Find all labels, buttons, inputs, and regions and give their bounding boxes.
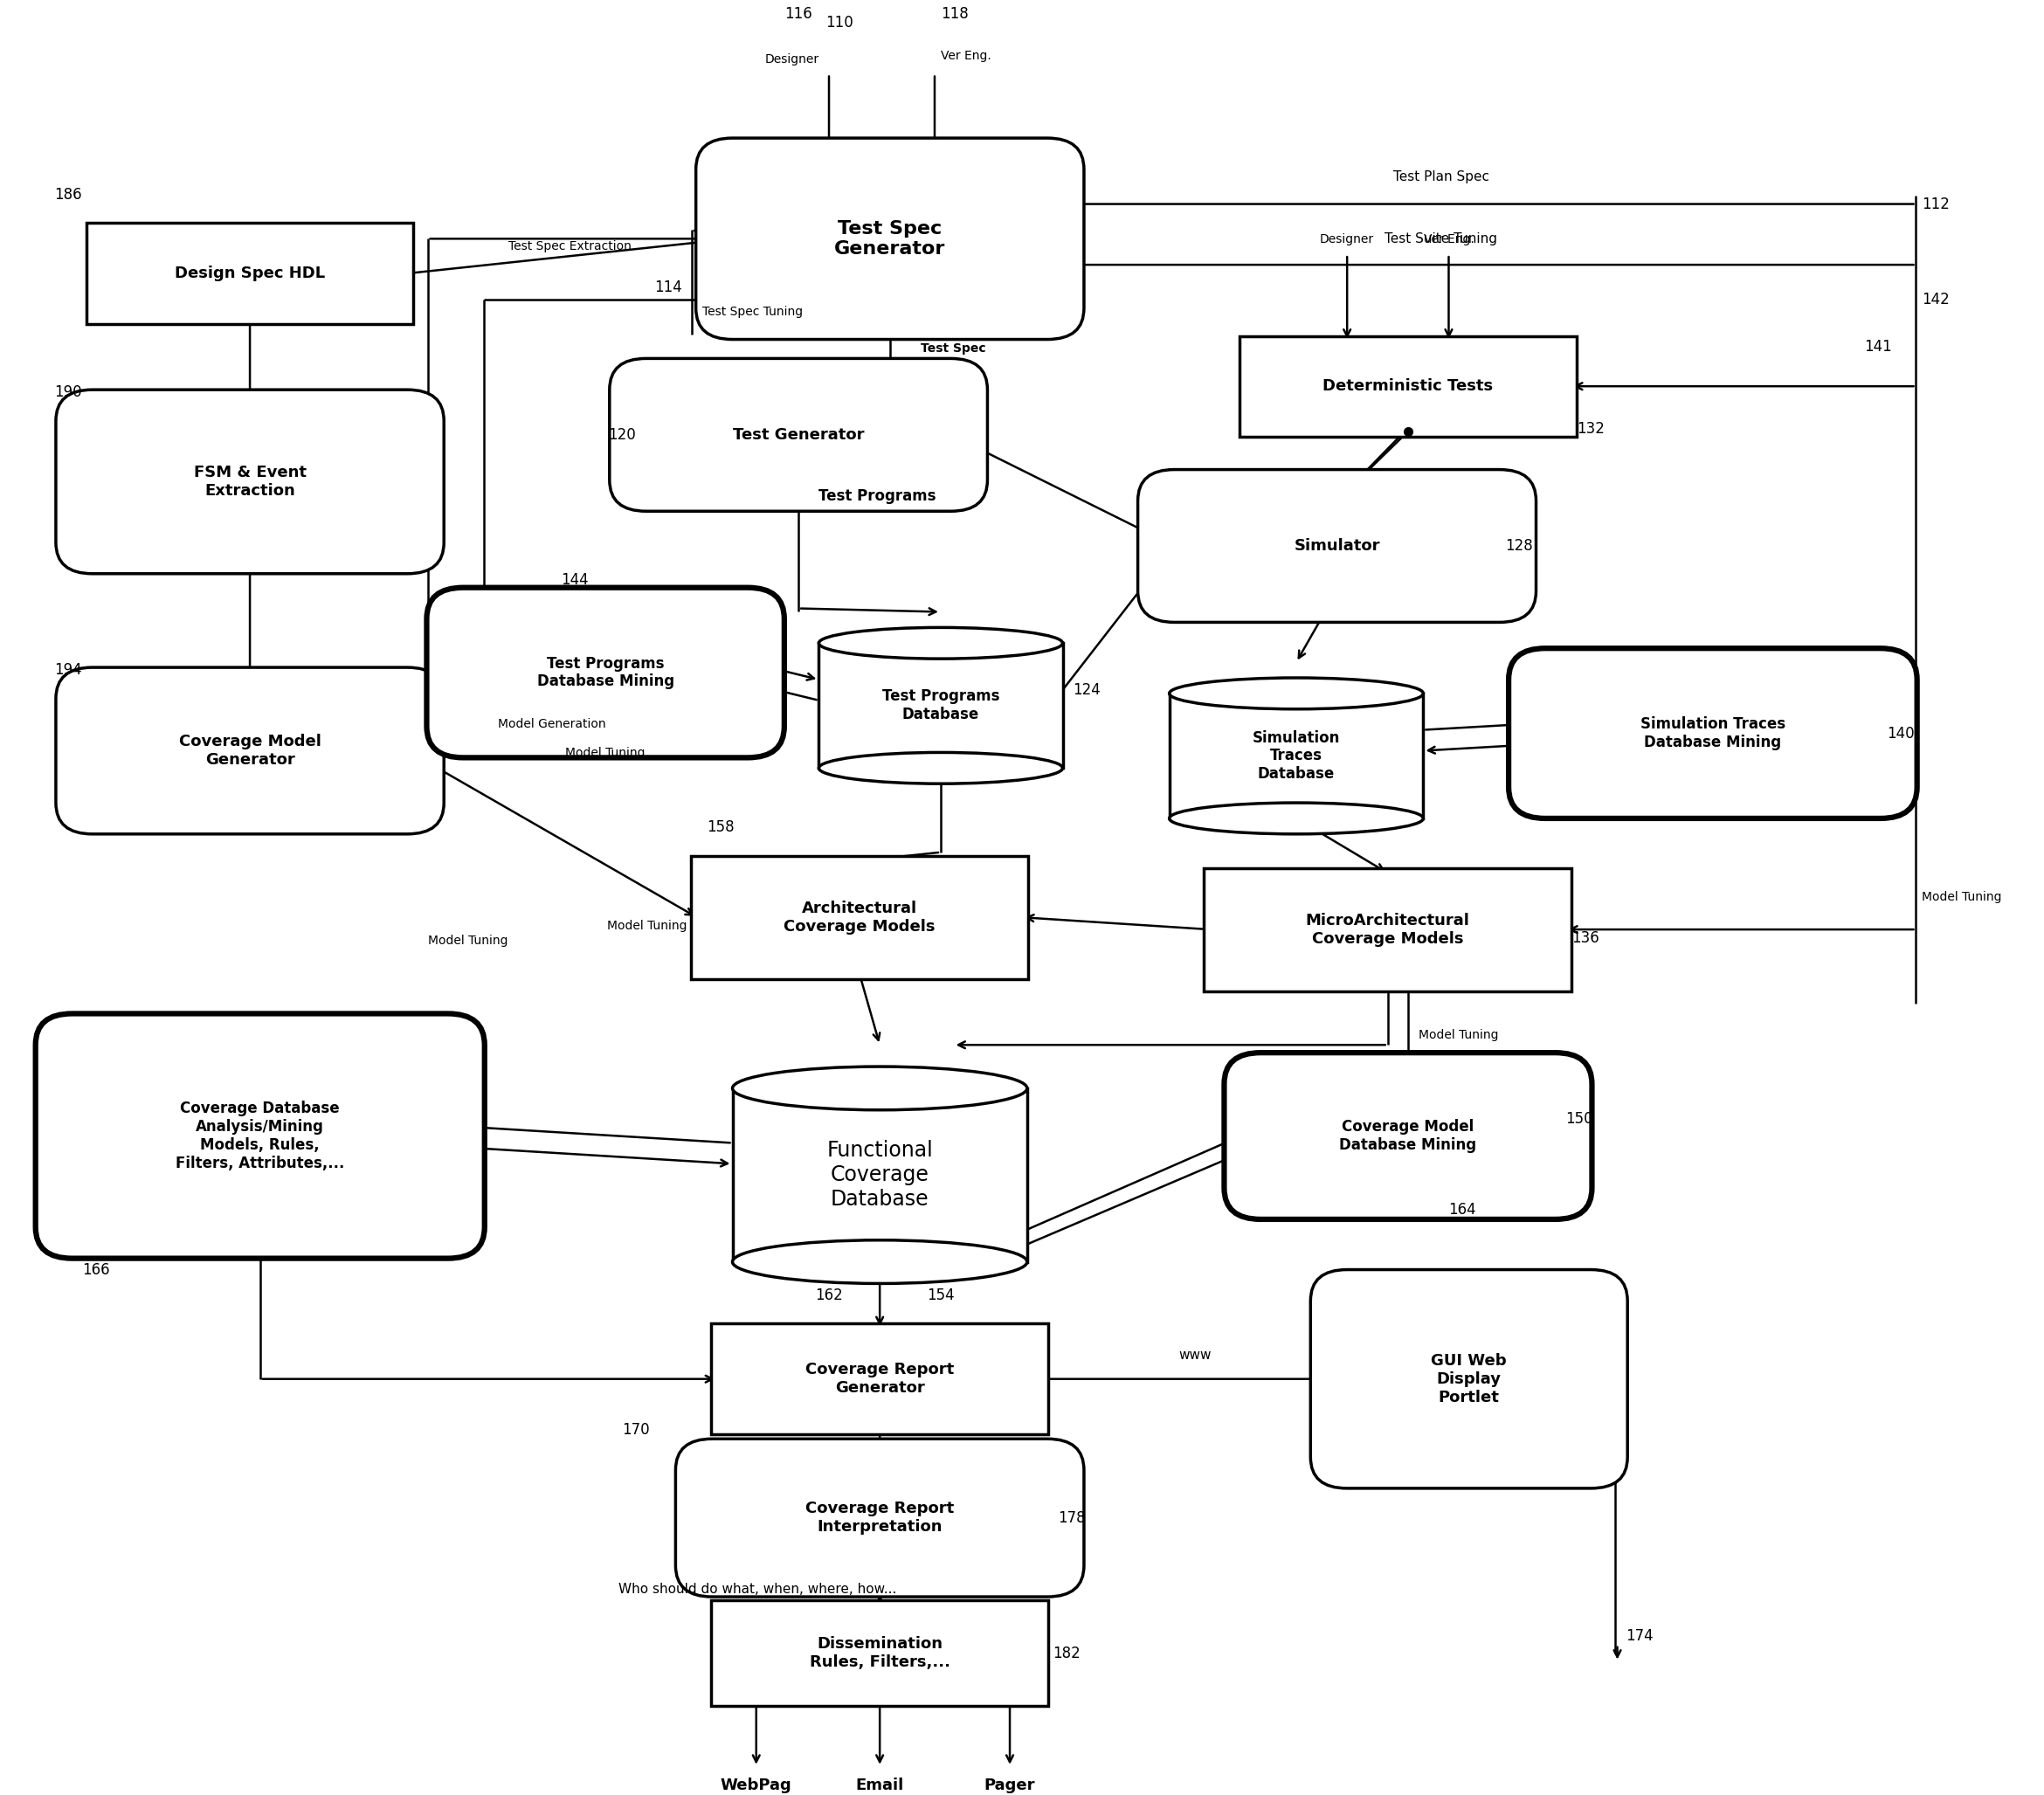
Text: Test Programs
Database: Test Programs Database (881, 689, 1000, 723)
Text: Coverage Database
Analysis/Mining
Models, Rules,
Filters, Attributes,...: Coverage Database Analysis/Mining Models… (176, 1100, 345, 1170)
Text: 142: 142 (1921, 291, 1950, 307)
Text: 186: 186 (55, 187, 82, 203)
Text: Simulation Traces
Database Mining: Simulation Traces Database Mining (1639, 716, 1784, 750)
Text: 128: 128 (1506, 538, 1533, 555)
Ellipse shape (1169, 679, 1423, 709)
Text: Model Tuning: Model Tuning (1921, 890, 2001, 903)
FancyBboxPatch shape (55, 390, 444, 574)
Text: Test Spec Tuning: Test Spec Tuning (701, 305, 803, 318)
Ellipse shape (732, 1066, 1026, 1109)
Text: 158: 158 (707, 819, 734, 835)
Text: 178: 178 (1057, 1510, 1085, 1526)
FancyBboxPatch shape (55, 668, 444, 835)
FancyBboxPatch shape (695, 138, 1083, 339)
Text: Model Tuning: Model Tuning (566, 747, 646, 759)
Text: 164: 164 (1449, 1203, 1476, 1217)
Text: Simulator: Simulator (1294, 538, 1380, 555)
FancyBboxPatch shape (1169, 693, 1423, 819)
Text: Coverage Model
Generator: Coverage Model Generator (178, 734, 321, 768)
FancyBboxPatch shape (1310, 1269, 1627, 1488)
FancyBboxPatch shape (35, 1014, 484, 1258)
Text: Coverage Report
Generator: Coverage Report Generator (805, 1362, 955, 1397)
Text: Test Suite Tuning: Test Suite Tuning (1384, 233, 1498, 246)
FancyBboxPatch shape (1204, 867, 1572, 991)
FancyBboxPatch shape (820, 643, 1063, 768)
Text: Ver Eng.: Ver Eng. (1423, 233, 1474, 246)
Text: Model Tuning: Model Tuning (427, 935, 507, 948)
FancyBboxPatch shape (1239, 336, 1576, 436)
Text: 162: 162 (816, 1287, 842, 1303)
FancyBboxPatch shape (732, 1088, 1026, 1262)
Text: Test Programs: Test Programs (820, 488, 936, 504)
Ellipse shape (820, 628, 1063, 659)
Text: 154: 154 (926, 1287, 955, 1303)
Text: 182: 182 (1053, 1646, 1079, 1660)
Text: 150: 150 (1566, 1111, 1592, 1127)
Text: Deterministic Tests: Deterministic Tests (1322, 379, 1494, 395)
Text: Architectural
Coverage Models: Architectural Coverage Models (783, 901, 936, 933)
Text: MicroArchitectural
Coverage Models: MicroArchitectural Coverage Models (1306, 912, 1470, 946)
Text: WebPag: WebPag (722, 1777, 791, 1793)
Text: www: www (1177, 1348, 1212, 1362)
Text: GUI Web
Display
Portlet: GUI Web Display Portlet (1431, 1353, 1506, 1405)
Text: 114: 114 (654, 280, 681, 294)
Text: Model Tuning: Model Tuning (607, 919, 687, 932)
Text: Pager: Pager (985, 1777, 1036, 1793)
Ellipse shape (1169, 802, 1423, 835)
FancyBboxPatch shape (427, 587, 785, 757)
Text: 120: 120 (609, 427, 636, 443)
FancyBboxPatch shape (1508, 648, 1917, 819)
Text: Test Generator: Test Generator (732, 427, 865, 443)
FancyBboxPatch shape (711, 1323, 1049, 1434)
Text: 118: 118 (940, 5, 969, 22)
Text: 116: 116 (785, 5, 811, 22)
Text: 190: 190 (55, 384, 82, 400)
Text: 170: 170 (621, 1422, 650, 1438)
Text: 174: 174 (1625, 1628, 1654, 1644)
Text: Test Plan Spec: Test Plan Spec (1394, 171, 1490, 183)
Text: Test Spec Extraction: Test Spec Extraction (509, 241, 632, 253)
FancyBboxPatch shape (677, 1440, 1083, 1598)
Text: 194: 194 (55, 662, 82, 679)
Text: 140: 140 (1887, 725, 1913, 741)
Text: Coverage Report
Interpretation: Coverage Report Interpretation (805, 1501, 955, 1535)
Text: 132: 132 (1576, 422, 1605, 436)
Text: Who should do what, when, where, how...: Who should do what, when, where, how... (619, 1583, 897, 1596)
FancyBboxPatch shape (711, 1601, 1049, 1705)
Text: Test Programs
Database Mining: Test Programs Database Mining (538, 655, 675, 689)
Text: Designer: Designer (1320, 233, 1374, 246)
Text: Designer: Designer (764, 52, 820, 65)
Text: Dissemination
Rules, Filters,...: Dissemination Rules, Filters,... (809, 1637, 950, 1669)
Text: Coverage Model
Database Mining: Coverage Model Database Mining (1339, 1118, 1476, 1152)
Text: 124: 124 (1073, 682, 1100, 698)
Ellipse shape (820, 752, 1063, 784)
Text: Test Spec: Test Spec (920, 343, 985, 355)
Text: 110: 110 (826, 14, 852, 31)
FancyBboxPatch shape (1224, 1052, 1592, 1219)
Text: Ver Eng.: Ver Eng. (940, 50, 991, 61)
Text: 141: 141 (1864, 339, 1891, 355)
Text: 136: 136 (1572, 930, 1598, 946)
FancyBboxPatch shape (691, 856, 1028, 978)
Text: 112: 112 (1921, 196, 1950, 212)
Text: 166: 166 (82, 1262, 110, 1278)
Text: FSM & Event
Extraction: FSM & Event Extraction (194, 465, 307, 499)
FancyBboxPatch shape (609, 359, 987, 512)
FancyBboxPatch shape (1139, 470, 1535, 623)
Text: Model Generation: Model Generation (499, 718, 607, 731)
FancyBboxPatch shape (86, 223, 413, 323)
Text: Design Spec HDL: Design Spec HDL (174, 266, 325, 282)
Text: 144: 144 (562, 573, 589, 587)
Text: Functional
Coverage
Database: Functional Coverage Database (826, 1140, 932, 1210)
Text: Email: Email (856, 1777, 903, 1793)
Ellipse shape (732, 1240, 1026, 1283)
Text: Simulation
Traces
Database: Simulation Traces Database (1253, 731, 1341, 783)
Text: Model Tuning: Model Tuning (1419, 1029, 1498, 1041)
Text: Test Spec
Generator: Test Spec Generator (834, 219, 946, 258)
